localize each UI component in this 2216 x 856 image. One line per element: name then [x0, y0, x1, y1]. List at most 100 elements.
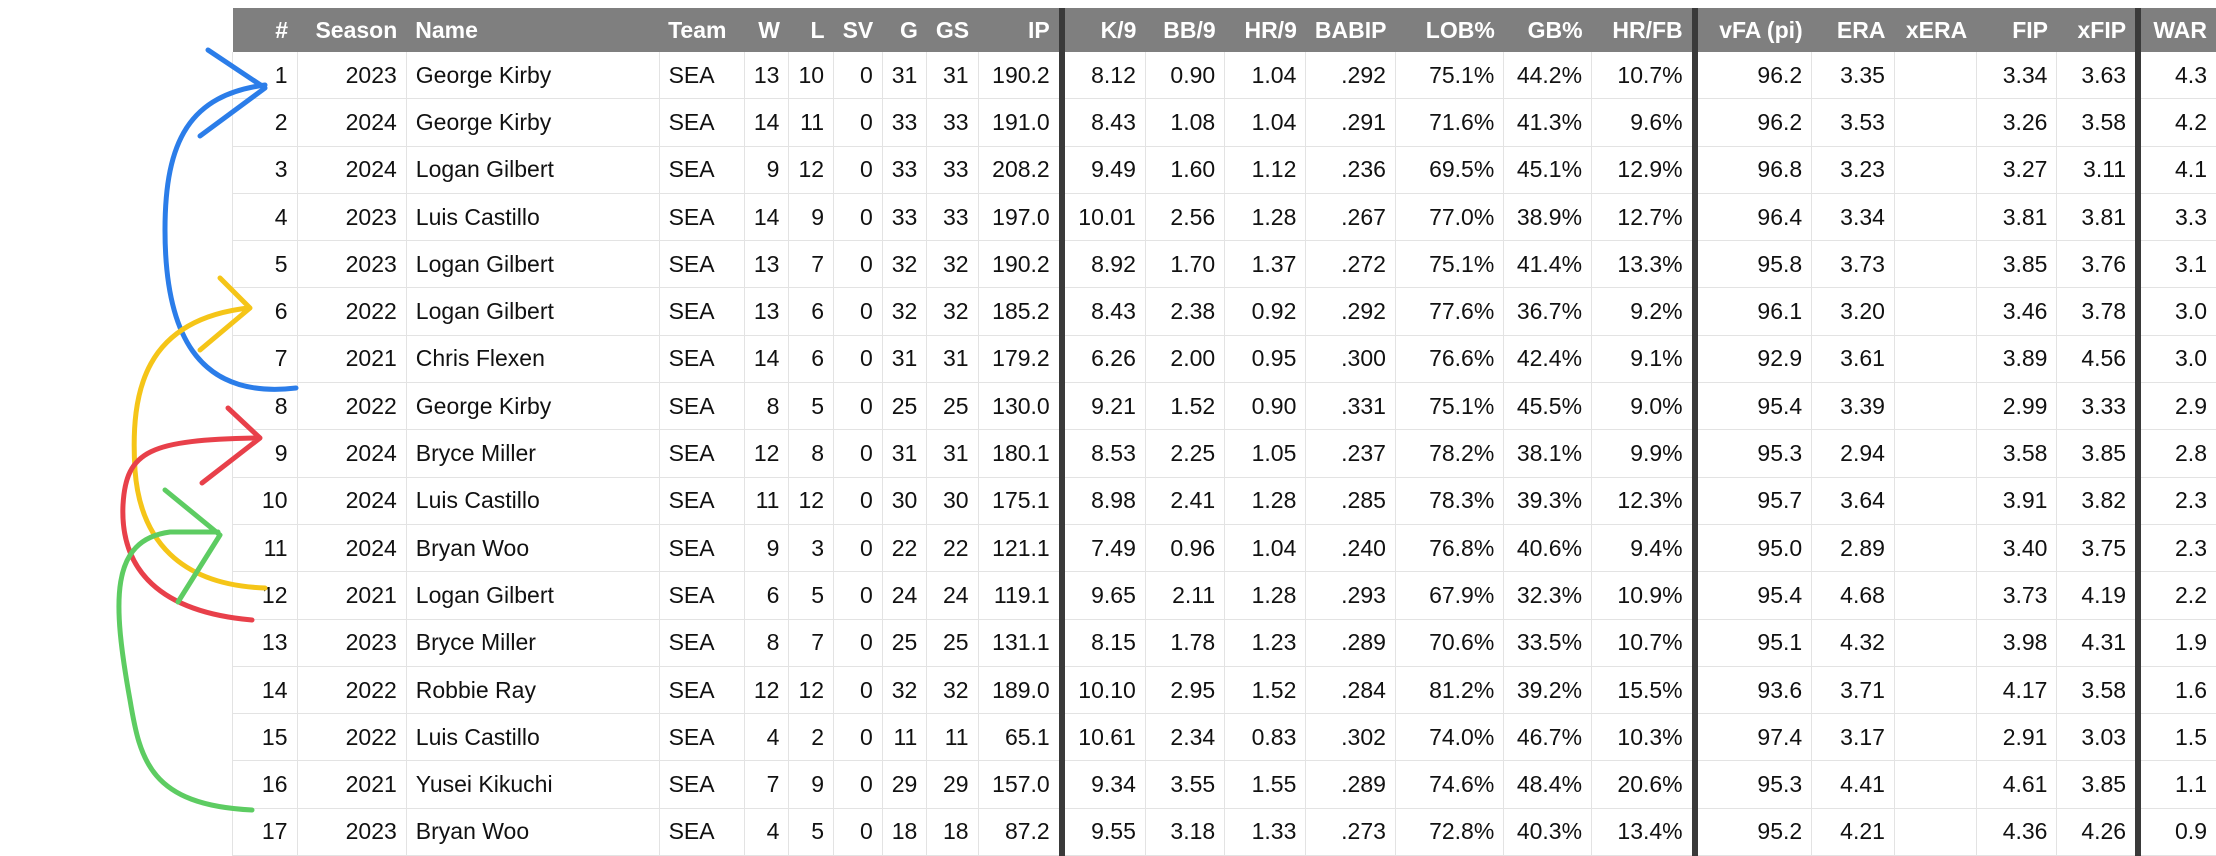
column-header-lobpct[interactable]: LOB%: [1395, 8, 1503, 52]
cell-babip: .289: [1306, 761, 1396, 808]
cell-war: 0.9: [2138, 808, 2216, 855]
cell-xera: [1894, 241, 1976, 288]
column-header-hr-fb[interactable]: HR/FB: [1592, 8, 1695, 52]
cell-k-9: 9.55: [1062, 808, 1146, 855]
cell-bb-9: 0.96: [1145, 524, 1224, 571]
cell-xfip: 3.03: [2057, 714, 2138, 761]
cell-name[interactable]: Luis Castillo: [406, 193, 659, 240]
column-header-war[interactable]: WAR: [2138, 8, 2216, 52]
cell-l: 8: [789, 430, 834, 477]
cell-babip: .331: [1306, 383, 1396, 430]
cell-k-9: 8.43: [1062, 288, 1146, 335]
cell-war: 1.1: [2138, 761, 2216, 808]
cell-gbpct: 44.2%: [1504, 52, 1592, 99]
cell-ip: 191.0: [978, 99, 1062, 146]
cell-team: SEA: [659, 619, 744, 666]
cell-vfa-pi: 92.9: [1695, 335, 1812, 382]
column-header-k-9[interactable]: K/9: [1062, 8, 1146, 52]
cell-name[interactable]: Bryce Miller: [406, 430, 659, 477]
cell-hr-fb: 9.4%: [1592, 524, 1695, 571]
cell-name[interactable]: Logan Gilbert: [406, 241, 659, 288]
cell-l: 6: [789, 288, 834, 335]
cell-k-9: 8.43: [1062, 99, 1146, 146]
cell-name[interactable]: Bryce Miller: [406, 619, 659, 666]
cell-gs: 11: [927, 714, 978, 761]
column-header-fip[interactable]: FIP: [1976, 8, 2057, 52]
cell-lobpct: 72.8%: [1395, 808, 1503, 855]
cell-hr-9: 0.83: [1225, 714, 1306, 761]
column-header-xfip[interactable]: xFIP: [2057, 8, 2138, 52]
cell-name[interactable]: George Kirby: [406, 99, 659, 146]
cell-g: 18: [882, 808, 927, 855]
cell-rank: 17: [233, 808, 298, 855]
cell-name[interactable]: Luis Castillo: [406, 714, 659, 761]
column-header-name[interactable]: Name: [406, 8, 659, 52]
cell-era: 2.94: [1812, 430, 1895, 477]
cell-team: SEA: [659, 99, 744, 146]
cell-xfip: 3.58: [2057, 99, 2138, 146]
cell-sv: 0: [834, 524, 883, 571]
cell-gbpct: 36.7%: [1504, 288, 1592, 335]
cell-lobpct: 75.1%: [1395, 383, 1503, 430]
cell-bb-9: 0.90: [1145, 52, 1224, 99]
cell-fip: 3.46: [1976, 288, 2057, 335]
cell-name[interactable]: Logan Gilbert: [406, 146, 659, 193]
column-header-team[interactable]: Team: [659, 8, 744, 52]
cell-name[interactable]: Logan Gilbert: [406, 572, 659, 619]
column-header-rank[interactable]: #: [233, 8, 298, 52]
column-header-hr-9[interactable]: HR/9: [1225, 8, 1306, 52]
column-header-vfa-pi[interactable]: vFA (pi): [1695, 8, 1812, 52]
cell-hr-9: 1.37: [1225, 241, 1306, 288]
cell-l: 12: [789, 666, 834, 713]
column-header-babip[interactable]: BABIP: [1306, 8, 1396, 52]
column-header-g[interactable]: G: [882, 8, 927, 52]
cell-name[interactable]: Chris Flexen: [406, 335, 659, 382]
cell-l: 3: [789, 524, 834, 571]
cell-name[interactable]: Yusei Kikuchi: [406, 761, 659, 808]
column-header-season[interactable]: Season: [297, 8, 406, 52]
cell-name[interactable]: Bryan Woo: [406, 524, 659, 571]
cell-g: 24: [882, 572, 927, 619]
column-header-sv[interactable]: SV: [834, 8, 883, 52]
cell-xfip: 3.85: [2057, 430, 2138, 477]
cell-vfa-pi: 93.6: [1695, 666, 1812, 713]
cell-ip: 65.1: [978, 714, 1062, 761]
cell-fip: 3.27: [1976, 146, 2057, 193]
column-header-bb-9[interactable]: BB/9: [1145, 8, 1224, 52]
cell-name[interactable]: George Kirby: [406, 52, 659, 99]
cell-name[interactable]: Luis Castillo: [406, 477, 659, 524]
cell-vfa-pi: 96.2: [1695, 99, 1812, 146]
cell-season: 2021: [297, 761, 406, 808]
cell-k-9: 9.21: [1062, 383, 1146, 430]
cell-hr-9: 1.28: [1225, 572, 1306, 619]
cell-xfip: 4.56: [2057, 335, 2138, 382]
cell-l: 2: [789, 714, 834, 761]
column-header-xera[interactable]: xERA: [1894, 8, 1976, 52]
cell-xfip: 3.76: [2057, 241, 2138, 288]
cell-name[interactable]: Logan Gilbert: [406, 288, 659, 335]
cell-ip: 175.1: [978, 477, 1062, 524]
cell-gs: 30: [927, 477, 978, 524]
cell-name[interactable]: Robbie Ray: [406, 666, 659, 713]
column-header-gbpct[interactable]: GB%: [1504, 8, 1592, 52]
cell-name[interactable]: Bryan Woo: [406, 808, 659, 855]
cell-sv: 0: [834, 99, 883, 146]
cell-g: 29: [882, 761, 927, 808]
cell-season: 2022: [297, 666, 406, 713]
column-header-w[interactable]: W: [744, 8, 789, 52]
column-header-gs[interactable]: GS: [927, 8, 978, 52]
column-header-l[interactable]: L: [789, 8, 834, 52]
cell-name[interactable]: George Kirby: [406, 383, 659, 430]
cell-gbpct: 38.1%: [1504, 430, 1592, 477]
cell-vfa-pi: 95.3: [1695, 761, 1812, 808]
column-header-ip[interactable]: IP: [978, 8, 1062, 52]
column-header-era[interactable]: ERA: [1812, 8, 1895, 52]
cell-era: 3.64: [1812, 477, 1895, 524]
cell-xera: [1894, 666, 1976, 713]
cell-w: 9: [744, 524, 789, 571]
